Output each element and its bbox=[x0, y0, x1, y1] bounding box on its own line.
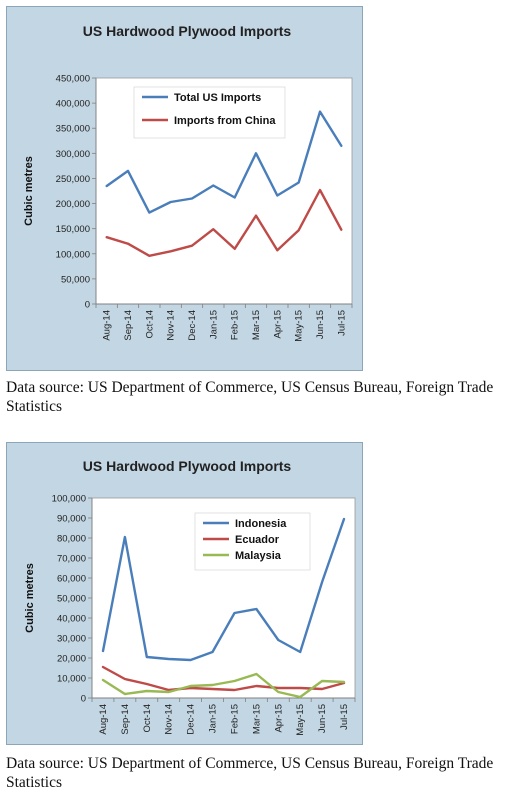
x-tick-label: Sep-14 bbox=[120, 704, 131, 735]
x-tick-label: Feb-15 bbox=[230, 310, 241, 340]
x-tick-label: Dec-14 bbox=[187, 310, 198, 341]
series-line-ecuador bbox=[101, 665, 346, 692]
x-tick-label: Feb-15 bbox=[229, 704, 240, 734]
y-tick-label: 250,000 bbox=[56, 174, 90, 185]
series-line-malaysia bbox=[101, 672, 346, 699]
x-tick-label: Jan-15 bbox=[208, 704, 219, 733]
y-tick-label: 300,000 bbox=[56, 149, 90, 160]
x-tick-label: Nov-14 bbox=[166, 310, 177, 341]
legend-label: Total US Imports bbox=[174, 92, 261, 104]
y-tick-label: 50,000 bbox=[57, 594, 86, 605]
x-tick-label: May-15 bbox=[294, 310, 305, 342]
y-tick-label: 0 bbox=[85, 300, 90, 311]
series-line-indonesia bbox=[101, 517, 346, 662]
x-tick-label: Aug-14 bbox=[98, 704, 109, 735]
chart-title: US Hardwood Plywood Imports bbox=[83, 23, 292, 39]
x-tick-label: May-15 bbox=[295, 704, 306, 736]
y-tick-label: 450,000 bbox=[56, 74, 90, 85]
legend-label: Imports from China bbox=[174, 115, 276, 127]
y-tick-label: 20,000 bbox=[57, 654, 86, 665]
y-tick-label: 150,000 bbox=[56, 224, 90, 235]
series-line-total-us-imports bbox=[105, 110, 343, 214]
line-chart-by-country: US Hardwood Plywood Imports Cubic metres 0… bbox=[24, 458, 356, 736]
y-tick-label: 40,000 bbox=[57, 614, 86, 625]
y-tick-label: 90,000 bbox=[57, 514, 86, 525]
legend-box bbox=[133, 86, 286, 139]
y-tick-label: 200,000 bbox=[56, 199, 90, 210]
x-tick-label: Jul-15 bbox=[336, 310, 347, 336]
legend-label: Indonesia bbox=[235, 518, 287, 530]
x-tick-label: Jul-15 bbox=[339, 704, 350, 730]
legend-label: Ecuador bbox=[235, 534, 280, 546]
y-tick-label: 10,000 bbox=[57, 674, 86, 685]
x-tick-label: Apr-15 bbox=[272, 310, 283, 339]
chart-title: US Hardwood Plywood Imports bbox=[83, 458, 292, 474]
x-tick-label: Jun-15 bbox=[317, 704, 328, 733]
x-tick-label: Jan-15 bbox=[208, 310, 219, 339]
chart-panel-by-country: US Hardwood Plywood Imports Cubic metres 0… bbox=[6, 442, 363, 745]
x-tick-label: Apr-15 bbox=[273, 704, 284, 733]
x-tick-label: Aug-14 bbox=[102, 310, 113, 341]
y-tick-label: 400,000 bbox=[56, 99, 90, 110]
x-tick-label: Mar-15 bbox=[251, 310, 262, 340]
data-source-note: Data source: US Department of Commerce, … bbox=[6, 755, 494, 791]
y-tick-label: 30,000 bbox=[57, 634, 86, 645]
legend-label: Malaysia bbox=[235, 550, 282, 562]
y-tick-label: 100,000 bbox=[52, 494, 86, 505]
x-tick-label: Oct-14 bbox=[144, 310, 155, 339]
y-tick-label: 60,000 bbox=[57, 574, 86, 585]
line-chart-total-china: US Hardwood Plywood Imports Cubic metres 0… bbox=[23, 23, 353, 342]
x-tick-label: Mar-15 bbox=[251, 704, 262, 734]
y-axis-label: Cubic metres bbox=[24, 563, 36, 633]
y-tick-label: 100,000 bbox=[56, 249, 90, 260]
x-tick-label: Jun-15 bbox=[315, 310, 326, 339]
y-tick-label: 80,000 bbox=[57, 534, 86, 545]
x-tick-label: Oct-14 bbox=[142, 704, 153, 733]
x-tick-label: Sep-14 bbox=[123, 310, 134, 341]
y-tick-label: 0 bbox=[81, 694, 86, 705]
x-tick-label: Nov-14 bbox=[164, 704, 175, 735]
y-tick-label: 350,000 bbox=[56, 124, 90, 135]
y-tick-label: 70,000 bbox=[57, 554, 86, 565]
data-source-note: Data source: US Department of Commerce, … bbox=[6, 379, 494, 415]
y-axis-label: Cubic metres bbox=[23, 156, 35, 226]
x-tick-label: Dec-14 bbox=[186, 704, 197, 735]
y-tick-label: 50,000 bbox=[61, 274, 90, 285]
chart-panel-total-china: US Hardwood Plywood Imports Cubic metres 0… bbox=[6, 6, 363, 371]
series-line-imports-from-china bbox=[105, 188, 343, 258]
